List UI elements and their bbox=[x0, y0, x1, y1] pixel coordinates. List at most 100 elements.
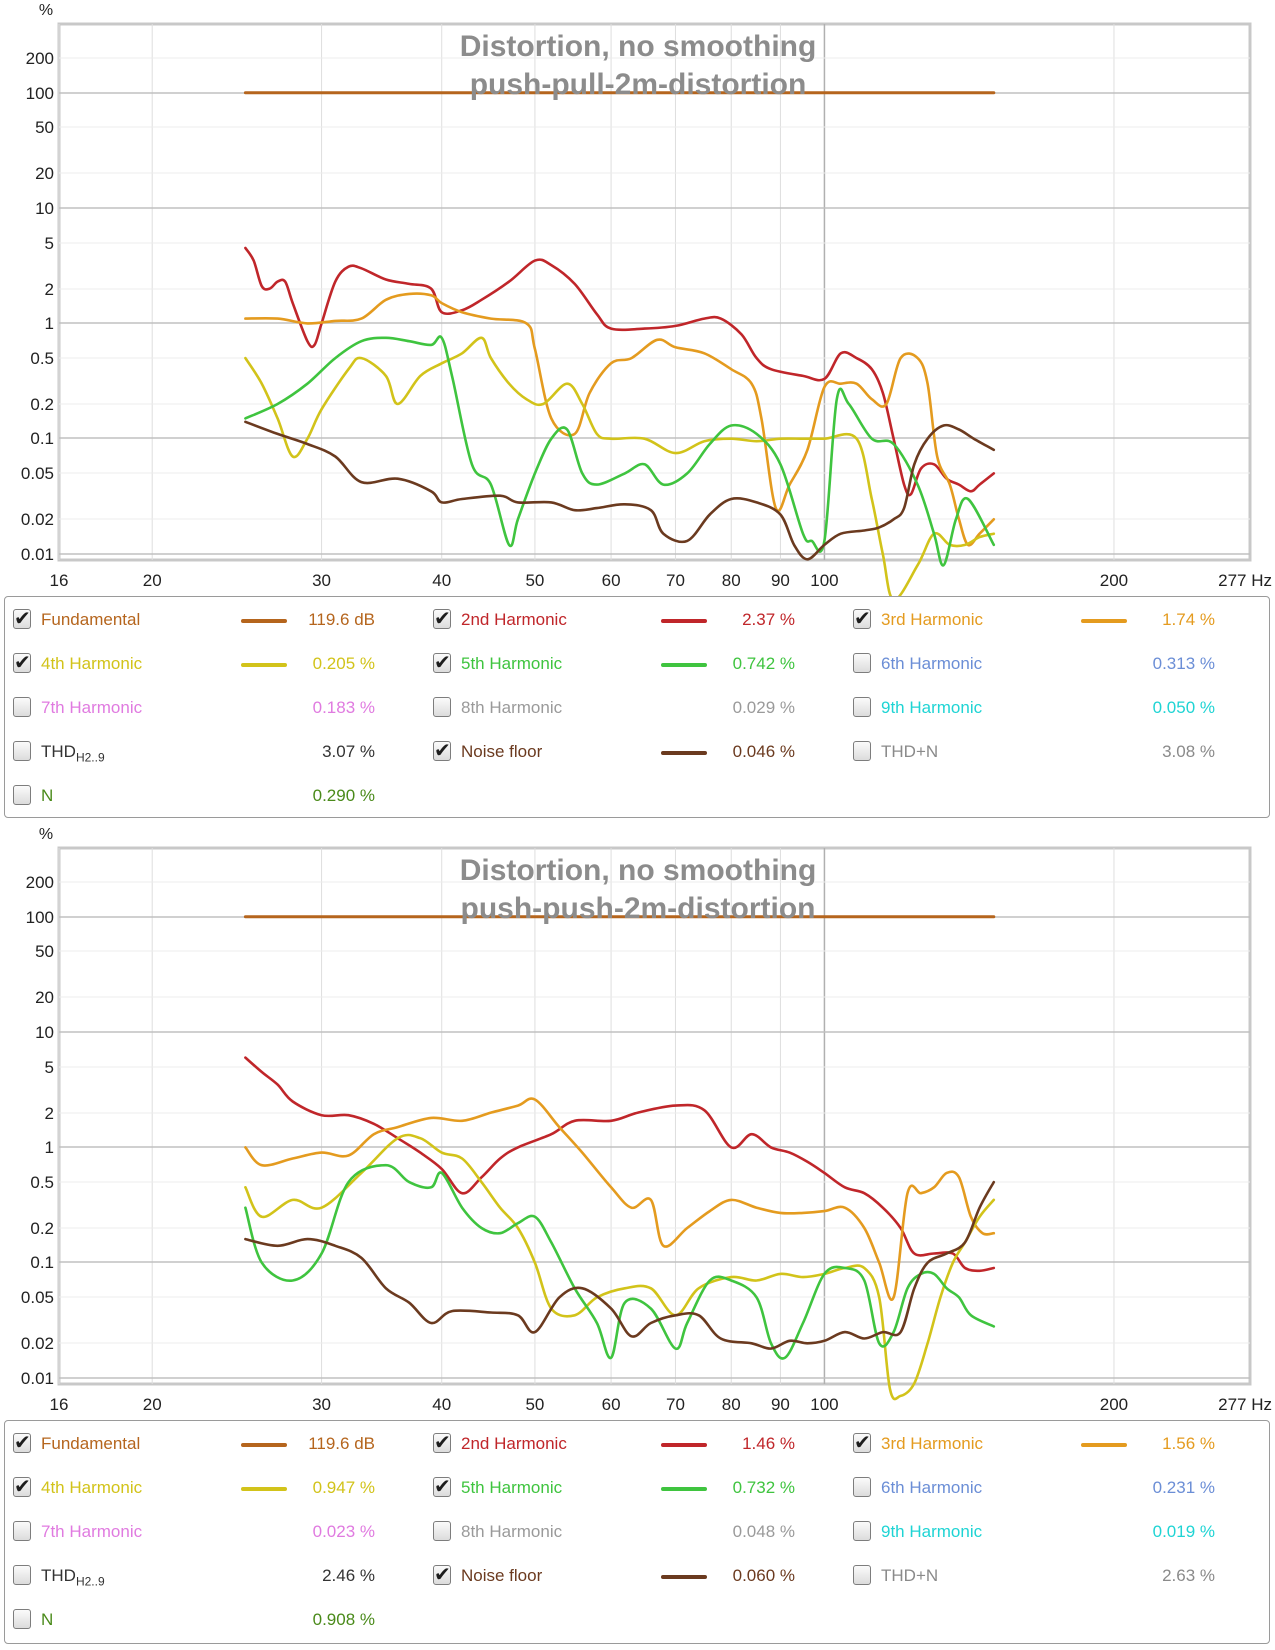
legend-swatch-h4 bbox=[241, 663, 287, 667]
legend-value-h8: 0.029 % bbox=[732, 698, 795, 717]
chart-subtitle: push-pull-2m-distortion bbox=[470, 68, 807, 101]
x-tick-label: 80 bbox=[722, 1395, 741, 1414]
legend-value-h9: 0.050 % bbox=[1152, 698, 1215, 717]
legend-label-n: N bbox=[41, 786, 54, 805]
legend-value-h6: 0.231 % bbox=[1152, 1478, 1215, 1497]
legend-value-h2: 1.46 % bbox=[742, 1434, 795, 1453]
legend-value-n: 0.908 % bbox=[312, 1610, 375, 1629]
checkbox-thd[interactable] bbox=[13, 741, 31, 761]
y-tick-label: 0.05 bbox=[21, 464, 54, 483]
y-tick-label: 2 bbox=[45, 280, 54, 299]
legend-value-n: 0.290 % bbox=[312, 786, 375, 805]
legend-item-h5: ✔ 5th Harmonic 0.732 % bbox=[425, 1469, 835, 1505]
x-tick-label: 90 bbox=[771, 571, 790, 590]
chart-panel-push-push: Distortion, no smoothing push-push-2m-dis… bbox=[0, 824, 1275, 1650]
checkbox-h7[interactable] bbox=[13, 697, 31, 717]
y-unit-label: % bbox=[39, 826, 53, 843]
legend-label-h5: 5th Harmonic bbox=[461, 1478, 563, 1497]
checkbox-h9[interactable] bbox=[853, 1521, 871, 1541]
legend-value-h3: 1.56 % bbox=[1162, 1434, 1215, 1453]
legend-value-h8: 0.048 % bbox=[732, 1522, 795, 1541]
y-tick-label: 0.05 bbox=[21, 1288, 54, 1307]
legend-item-thdn: THD+N 3.08 % bbox=[845, 733, 1255, 769]
legend-item-noise: ✔ Noise floor 0.060 % bbox=[425, 1557, 835, 1593]
y-tick-label: 50 bbox=[35, 942, 54, 961]
checkbox-thd[interactable] bbox=[13, 1565, 31, 1585]
legend-swatch-h2 bbox=[661, 619, 707, 623]
legend-value-h4: 0.947 % bbox=[312, 1478, 375, 1497]
checkbox-noise[interactable]: ✔ bbox=[433, 738, 451, 762]
y-tick-label: 0.1 bbox=[30, 1253, 54, 1272]
checkbox-h8[interactable] bbox=[433, 1521, 451, 1541]
legend-swatch-h5 bbox=[661, 663, 707, 667]
x-tick-label: 200 bbox=[1100, 1395, 1128, 1414]
series-line-3rd-harmonic bbox=[244, 1097, 996, 1302]
legend-item-h3: ✔ 3rd Harmonic 1.56 % bbox=[845, 1425, 1255, 1461]
legend-label-h9: 9th Harmonic bbox=[881, 1522, 983, 1541]
legend-label-thd: THDH2..9 bbox=[41, 742, 105, 765]
x-tick-label: 16 bbox=[50, 571, 69, 590]
x-tick-label: 16 bbox=[50, 1395, 69, 1414]
checkbox-noise[interactable]: ✔ bbox=[433, 1562, 451, 1586]
checkbox-h9[interactable] bbox=[853, 697, 871, 717]
chart-panel-push-pull: Distortion, no smoothing push-pull-2m-dis… bbox=[0, 0, 1275, 824]
checkbox-h4[interactable]: ✔ bbox=[13, 1474, 31, 1498]
series-line-4th-harmonic bbox=[244, 336, 996, 600]
checkbox-h2[interactable]: ✔ bbox=[433, 1430, 451, 1454]
x-tick-label: 20 bbox=[143, 571, 162, 590]
checkbox-h3[interactable]: ✔ bbox=[853, 1430, 871, 1454]
checkbox-h6[interactable] bbox=[853, 653, 871, 673]
y-tick-label: 0.01 bbox=[21, 545, 54, 564]
y-tick-label: 50 bbox=[35, 118, 54, 137]
legend-item-n: N 0.290 % bbox=[5, 777, 415, 813]
checkbox-fundamental[interactable]: ✔ bbox=[13, 1430, 31, 1454]
x-tick-label: 200 bbox=[1100, 571, 1128, 590]
x-tick-label: 60 bbox=[602, 571, 621, 590]
legend-label-fundamental: Fundamental bbox=[41, 1434, 141, 1453]
checkbox-h5[interactable]: ✔ bbox=[433, 650, 451, 674]
x-tick-label: 20 bbox=[143, 1395, 162, 1414]
y-tick-label: 10 bbox=[35, 1023, 54, 1042]
legend-label-h3: 3rd Harmonic bbox=[881, 1434, 984, 1453]
y-tick-label: 1 bbox=[45, 314, 54, 333]
checkbox-h2[interactable]: ✔ bbox=[433, 606, 451, 630]
checkbox-h5[interactable]: ✔ bbox=[433, 1474, 451, 1498]
x-tick-label: 50 bbox=[525, 571, 544, 590]
legend-item-thd: THDH2..9 3.07 % bbox=[5, 733, 415, 769]
legend-item-h8: 8th Harmonic 0.048 % bbox=[425, 1513, 835, 1549]
legend-item-h7: 7th Harmonic 0.023 % bbox=[5, 1513, 415, 1549]
legend-swatch-fundamental bbox=[241, 1443, 287, 1447]
x-tick-label: 80 bbox=[722, 571, 741, 590]
legend-label-h2: 2nd Harmonic bbox=[461, 1434, 567, 1453]
legend-item-fundamental: ✔ Fundamental 119.6 dB bbox=[5, 1425, 415, 1461]
checkbox-h4[interactable]: ✔ bbox=[13, 650, 31, 674]
x-tick-label: 40 bbox=[432, 571, 451, 590]
legend-label-h3: 3rd Harmonic bbox=[881, 610, 984, 629]
checkbox-n[interactable] bbox=[13, 1609, 31, 1629]
chart-title: Distortion, no smoothing bbox=[460, 854, 817, 887]
checkbox-h8[interactable] bbox=[433, 697, 451, 717]
distortion-plot: Distortion, no smoothing push-pull-2m-dis… bbox=[21, 2, 1272, 600]
legend-label-h4: 4th Harmonic bbox=[41, 1478, 143, 1497]
y-tick-label: 2 bbox=[45, 1104, 54, 1123]
legend-item-h5: ✔ 5th Harmonic 0.742 % bbox=[425, 645, 835, 681]
checkbox-thdn[interactable] bbox=[853, 741, 871, 761]
legend-item-h9: 9th Harmonic 0.019 % bbox=[845, 1513, 1255, 1549]
legend-label-thd-subscript: H2..9 bbox=[75, 1574, 105, 1589]
legend-swatch-h3 bbox=[1081, 619, 1127, 623]
legend-label-thdn: THD+N bbox=[881, 742, 939, 761]
checkbox-n[interactable] bbox=[13, 785, 31, 805]
checkbox-fundamental[interactable]: ✔ bbox=[13, 606, 31, 630]
checkbox-h3[interactable]: ✔ bbox=[853, 606, 871, 630]
y-tick-label: 1 bbox=[45, 1138, 54, 1157]
legend-item-h7: 7th Harmonic 0.183 % bbox=[5, 689, 415, 725]
legend-value-thdn: 2.63 % bbox=[1162, 1566, 1215, 1585]
checkbox-thdn[interactable] bbox=[853, 1565, 871, 1585]
legend-item-thdn: THD+N 2.63 % bbox=[845, 1557, 1255, 1593]
x-tick-label: 100 bbox=[810, 571, 838, 590]
checkbox-h6[interactable] bbox=[853, 1477, 871, 1497]
checkbox-h7[interactable] bbox=[13, 1521, 31, 1541]
legend-item-h4: ✔ 4th Harmonic 0.947 % bbox=[5, 1469, 415, 1505]
series-line-2nd-harmonic bbox=[244, 246, 996, 497]
legend-label-h2: 2nd Harmonic bbox=[461, 610, 567, 629]
